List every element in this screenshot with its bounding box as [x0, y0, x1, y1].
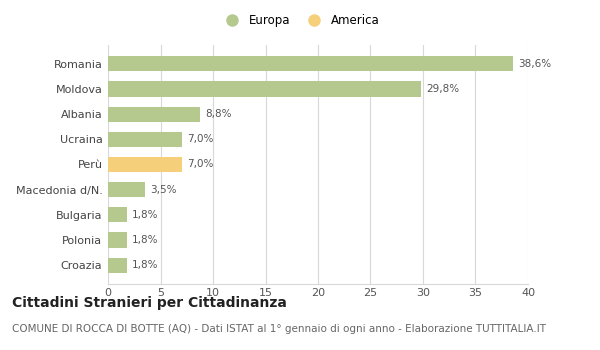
- Text: 8,8%: 8,8%: [206, 109, 232, 119]
- Text: 29,8%: 29,8%: [426, 84, 459, 94]
- Bar: [108, 107, 200, 122]
- Text: 7,0%: 7,0%: [187, 160, 213, 169]
- Bar: [108, 56, 513, 71]
- Text: 1,8%: 1,8%: [132, 210, 158, 220]
- Bar: [108, 232, 127, 247]
- Bar: [108, 132, 182, 147]
- Text: COMUNE DI ROCCA DI BOTTE (AQ) - Dati ISTAT al 1° gennaio di ogni anno - Elaboraz: COMUNE DI ROCCA DI BOTTE (AQ) - Dati IST…: [12, 324, 546, 334]
- Bar: [108, 157, 182, 172]
- Text: Cittadini Stranieri per Cittadinanza: Cittadini Stranieri per Cittadinanza: [12, 296, 287, 310]
- Bar: [108, 258, 127, 273]
- Text: 1,8%: 1,8%: [132, 235, 158, 245]
- Text: 38,6%: 38,6%: [518, 59, 551, 69]
- Text: 7,0%: 7,0%: [187, 134, 213, 144]
- Legend: Europa, America: Europa, America: [216, 9, 384, 32]
- Text: 1,8%: 1,8%: [132, 260, 158, 270]
- Text: 3,5%: 3,5%: [150, 185, 176, 195]
- Bar: [108, 82, 421, 97]
- Bar: [108, 182, 145, 197]
- Bar: [108, 207, 127, 222]
